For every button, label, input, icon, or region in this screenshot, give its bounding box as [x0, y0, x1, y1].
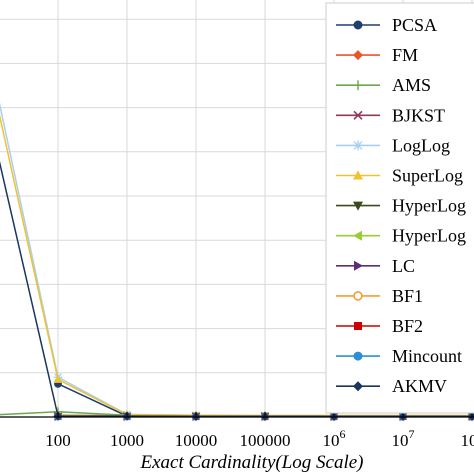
legend-entry: SuperLog	[336, 166, 463, 186]
legend-entry: FM	[336, 45, 418, 65]
legend-label: FM	[392, 45, 418, 65]
legend-marker	[353, 80, 363, 91]
legend-entry: PCSA	[336, 15, 437, 35]
legend-marker	[353, 351, 363, 361]
legend-entry: BF2	[336, 316, 423, 336]
legend-marker	[353, 230, 362, 241]
x-tick-label: 107	[392, 427, 415, 450]
legend-marker	[353, 170, 363, 180]
legend-entry: AMS	[336, 75, 431, 95]
legend-label: HyperLog	[392, 196, 466, 216]
legend-label: PCSA	[392, 15, 437, 35]
legend-entry: HyperLog	[336, 226, 466, 246]
legend-label: BF1	[392, 286, 423, 306]
x-axis-title: Exact Cardinality(Log Scale)	[139, 452, 363, 473]
legend-entry: LC	[336, 256, 415, 276]
legend-label: AKMV	[392, 376, 447, 396]
legend-entry: HyperLog	[336, 196, 466, 216]
legend-marker	[354, 260, 363, 271]
legend-marker	[353, 201, 363, 211]
legend-label: HyperLog	[392, 226, 466, 246]
legend-label: BJKST	[392, 105, 445, 125]
legend-entry: Mincount	[336, 346, 462, 366]
x-tick-label: 1000	[110, 431, 144, 450]
legend-marker	[353, 20, 363, 30]
x-tick-label: 10000	[175, 431, 218, 450]
legend-label: AMS	[392, 75, 431, 95]
legend-marker	[353, 381, 363, 392]
legend-entry: BF1	[336, 286, 423, 306]
x-axis-ticks: 100 1000 10000 100000 106 107 108	[45, 412, 474, 450]
x-tick-label: 100000	[240, 431, 291, 450]
legend-marker	[354, 322, 362, 330]
legend-label: SuperLog	[392, 166, 463, 186]
x-tick-label: 100	[45, 431, 71, 450]
legend-entry: BJKST	[336, 105, 445, 125]
x-tick-label: 106	[323, 427, 346, 450]
legend-box	[325, 2, 474, 414]
legend-marker	[353, 291, 363, 301]
legend-label: Mincount	[392, 346, 462, 366]
legend-label: LogLog	[392, 135, 450, 155]
legend: PCSA FM AMS BJKST LogLog SuperLog HyperLog Hype…	[325, 2, 474, 414]
legend-marker	[353, 50, 363, 61]
legend-marker	[353, 110, 363, 120]
data-point	[53, 375, 63, 383]
x-tick-label: 108	[461, 427, 474, 450]
legend-marker	[353, 140, 363, 151]
legend-entry: AKMV	[336, 376, 447, 396]
legend-entry: LogLog	[336, 135, 450, 155]
legend-label: LC	[392, 256, 415, 276]
legend-label: BF2	[392, 316, 423, 336]
